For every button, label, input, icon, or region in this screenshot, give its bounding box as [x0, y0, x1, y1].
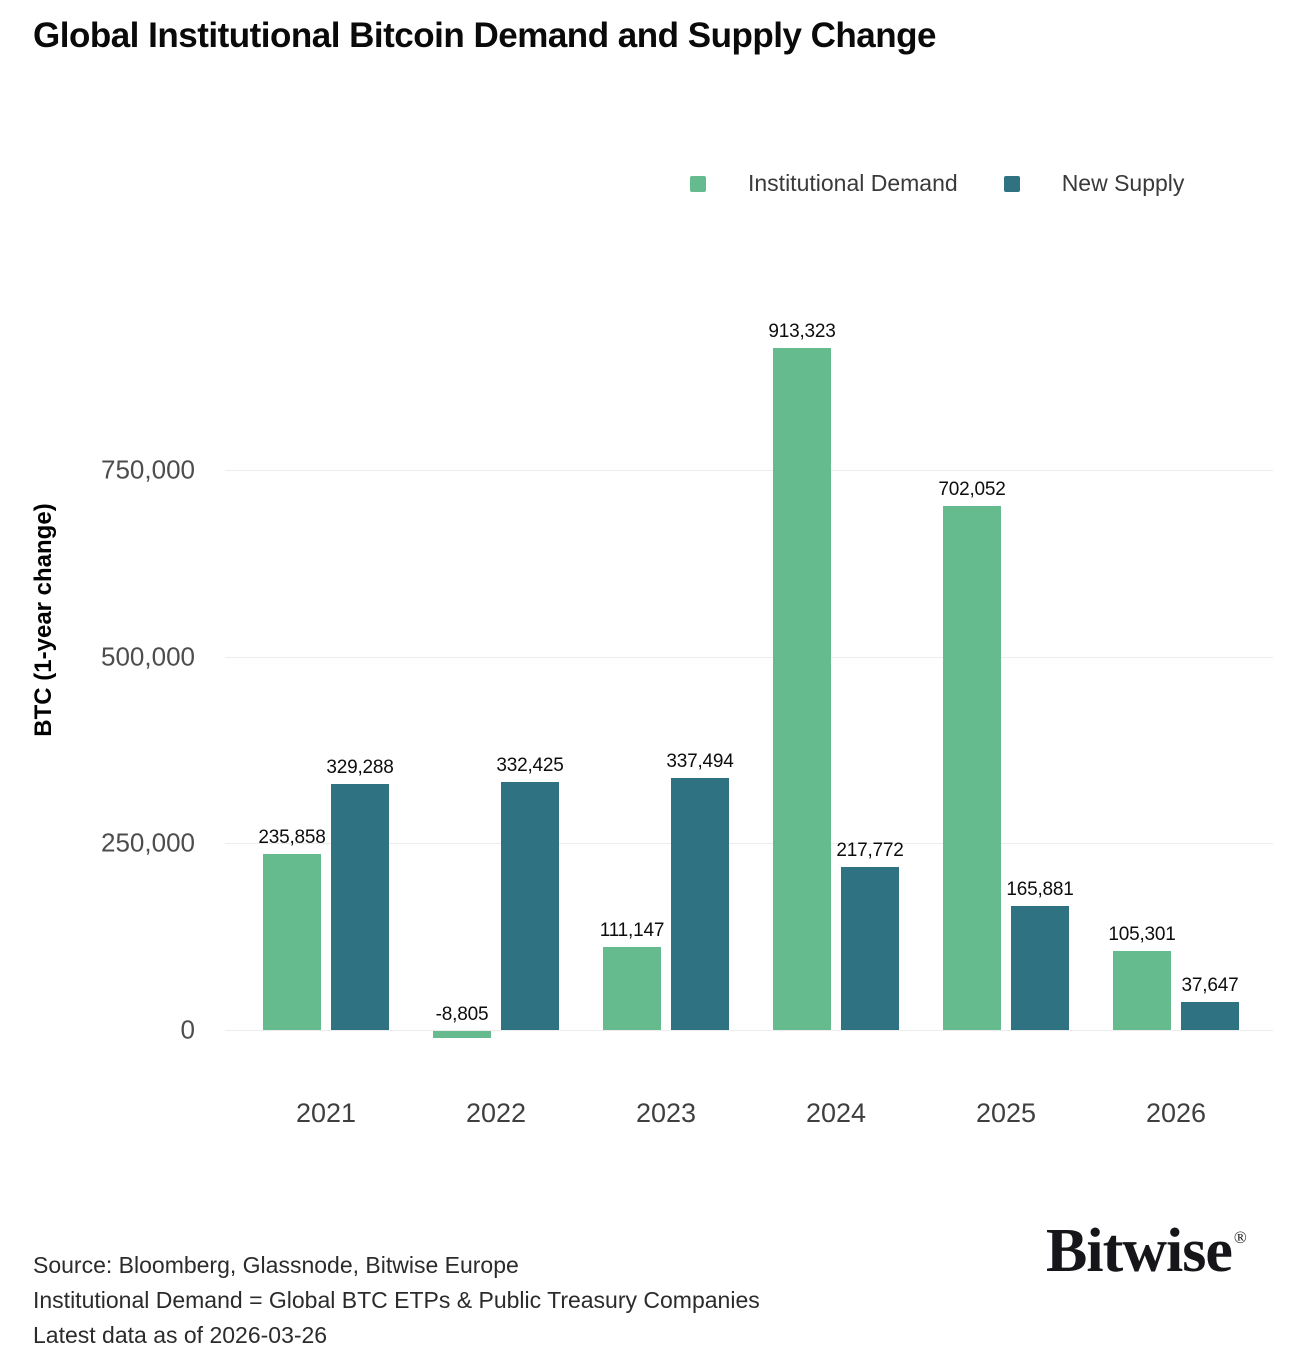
legend-item-institutional-demand: Institutional Demand — [690, 170, 958, 197]
bar-institutional-demand-2023 — [603, 947, 661, 1030]
legend-item-new-supply: New Supply — [1003, 170, 1185, 197]
bar-value-label-institutional-demand-2021: 235,858 — [258, 826, 326, 848]
bar-value-label-new-supply-2021: 329,288 — [326, 757, 394, 779]
bar-value-label-institutional-demand-2023: 111,147 — [599, 920, 665, 941]
source-line: Source: Bloomberg, Glassnode, Bitwise Eu… — [33, 1252, 519, 1278]
bar-new-supply-2025 — [1011, 906, 1069, 1030]
y-tick-label: 750,000 — [101, 454, 195, 485]
bar-new-supply-2022 — [501, 781, 559, 1030]
legend: Institutional Demand New Supply — [690, 170, 1184, 197]
bar-new-supply-2023 — [671, 778, 729, 1030]
y-tick-label: 500,000 — [101, 641, 195, 672]
legend-swatch-institutional-demand — [690, 175, 706, 192]
legend-label-institutional-demand: Institutional Demand — [748, 170, 958, 196]
y-gridline-500000 — [225, 656, 1273, 658]
bar-new-supply-2024 — [841, 867, 899, 1030]
y-gridline-0 — [225, 1030, 1273, 1031]
bar-institutional-demand-2024 — [773, 348, 831, 1030]
x-tick-label-2023: 2023 — [635, 1098, 697, 1128]
latest-data-line: Latest data as of 2026-03-26 — [33, 1322, 328, 1348]
legend-label-new-supply: New Supply — [1061, 170, 1185, 196]
source-note: Source: Bloomberg, Glassnode, Bitwise Eu… — [33, 1248, 760, 1353]
bar-institutional-demand-2026 — [1113, 951, 1171, 1030]
definition-line: Institutional Demand = Global BTC ETPs &… — [33, 1287, 760, 1313]
bar-value-label-institutional-demand-2025: 702,052 — [938, 478, 1006, 500]
bar-value-label-institutional-demand-2026: 105,301 — [1108, 924, 1176, 946]
bar-new-supply-2021 — [331, 784, 389, 1030]
bar-institutional-demand-2022 — [433, 1031, 491, 1038]
y-tick-label: 0 — [180, 1014, 195, 1045]
bar-institutional-demand-2025 — [943, 505, 1001, 1030]
registered-mark: ® — [1233, 1228, 1247, 1248]
bitwise-logo: Bitwise ® — [1046, 1216, 1247, 1287]
bar-value-label-new-supply-2026: 37,647 — [1181, 974, 1239, 996]
plot-area: 235,858 -8,805 111,147 913,323 702,052 105,30… — [225, 280, 1273, 1050]
bar-value-label-institutional-demand-2022: -8,805 — [435, 1004, 489, 1025]
x-tick-label-2021: 2021 — [295, 1098, 357, 1128]
y-gridline-750000 — [225, 470, 1273, 471]
bar-value-label-new-supply-2022: 332,425 — [496, 754, 564, 776]
bitwise-logo-text: Bitwise — [1046, 1217, 1233, 1285]
legend-swatch-new-supply — [1003, 175, 1020, 192]
x-tick-label-2025: 2025 — [975, 1098, 1037, 1128]
bar-new-supply-2026 — [1181, 1001, 1239, 1030]
bar-value-label-institutional-demand-2024: 913,323 — [768, 321, 836, 343]
x-tick-label-2022: 2022 — [465, 1098, 527, 1128]
x-tick-label-2026: 2026 — [1145, 1098, 1207, 1128]
x-tick-label-2024: 2024 — [805, 1098, 867, 1128]
bar-institutional-demand-2021 — [263, 853, 321, 1030]
bar-value-label-new-supply-2024: 217,772 — [836, 840, 904, 862]
bar-value-label-new-supply-2025: 165,881 — [1006, 879, 1074, 901]
bar-value-label-new-supply-2023: 337,494 — [666, 751, 734, 772]
chart-title: Global Institutional Bitcoin Demand and … — [33, 16, 936, 55]
y-tick-label: 250,000 — [101, 827, 195, 858]
y-gridline-250000 — [225, 843, 1273, 845]
